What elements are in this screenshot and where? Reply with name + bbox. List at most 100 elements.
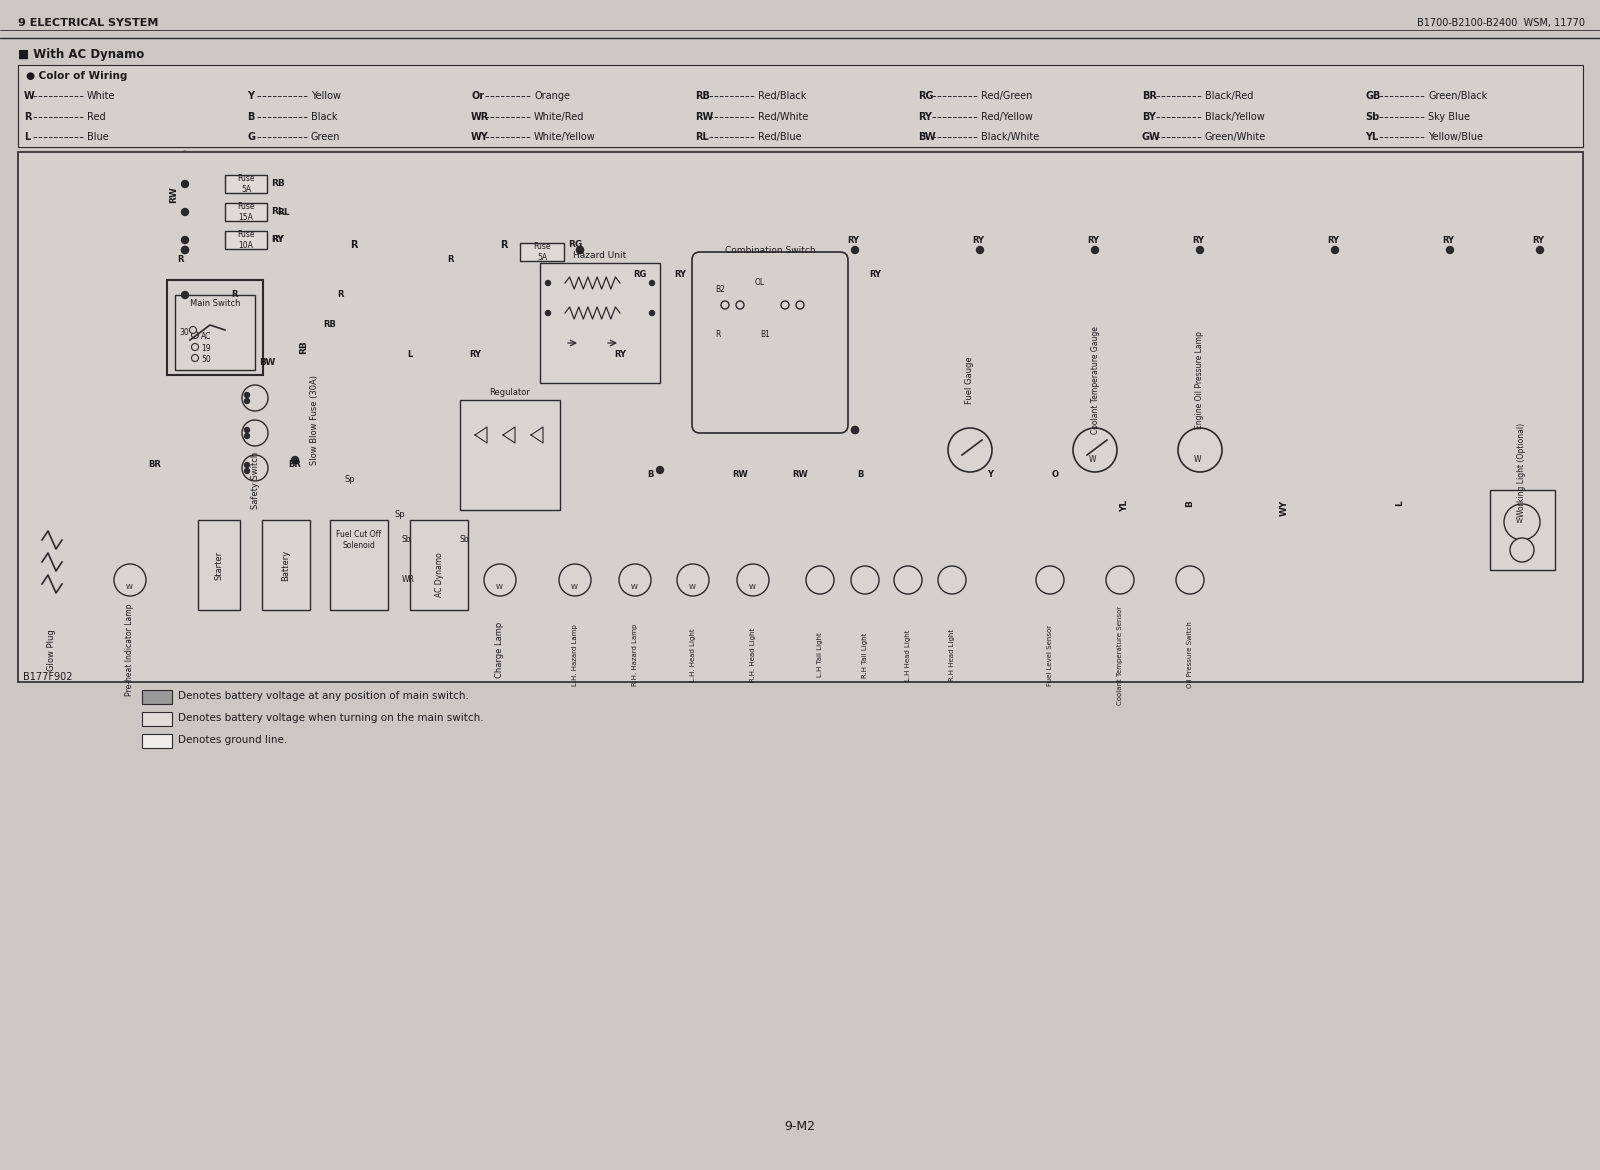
Text: Denotes battery voltage when turning on the main switch.: Denotes battery voltage when turning on … bbox=[178, 713, 483, 723]
Text: R: R bbox=[350, 240, 357, 250]
Text: W: W bbox=[24, 91, 35, 101]
Text: B: B bbox=[858, 470, 862, 479]
Circle shape bbox=[851, 566, 878, 594]
Text: RY: RY bbox=[1442, 236, 1454, 245]
Text: AC Dynamo: AC Dynamo bbox=[435, 552, 443, 598]
Bar bbox=[520, 243, 563, 261]
Circle shape bbox=[894, 566, 922, 594]
Circle shape bbox=[619, 564, 651, 596]
Text: Sky Blue: Sky Blue bbox=[1429, 112, 1470, 122]
Text: WY: WY bbox=[470, 132, 490, 142]
Circle shape bbox=[245, 468, 250, 474]
Text: RW: RW bbox=[694, 112, 714, 122]
Text: ● Color of Wiring: ● Color of Wiring bbox=[26, 71, 128, 81]
Circle shape bbox=[245, 434, 250, 439]
Circle shape bbox=[851, 427, 859, 434]
Circle shape bbox=[1446, 247, 1453, 254]
Text: R: R bbox=[176, 255, 184, 264]
Text: RG: RG bbox=[634, 270, 646, 278]
Circle shape bbox=[1504, 504, 1539, 541]
Text: Sp: Sp bbox=[344, 475, 355, 484]
Text: Main Switch: Main Switch bbox=[190, 300, 240, 308]
Text: Black/White: Black/White bbox=[981, 132, 1040, 142]
Bar bbox=[226, 204, 267, 221]
Text: Red: Red bbox=[86, 112, 106, 122]
Text: White/Red: White/Red bbox=[534, 112, 584, 122]
Text: R.H Tail Light: R.H Tail Light bbox=[862, 632, 867, 677]
Text: YL: YL bbox=[1120, 500, 1130, 512]
Text: L: L bbox=[24, 132, 30, 142]
Circle shape bbox=[181, 180, 189, 187]
Text: Yellow: Yellow bbox=[310, 91, 341, 101]
Text: RL: RL bbox=[694, 132, 709, 142]
Text: L.H. Head Light: L.H. Head Light bbox=[690, 628, 696, 682]
Text: Fuse
5A: Fuse 5A bbox=[533, 242, 550, 262]
Text: R: R bbox=[24, 112, 32, 122]
Text: Coolant Temperature Sensor: Coolant Temperature Sensor bbox=[1117, 605, 1123, 704]
Circle shape bbox=[738, 564, 770, 596]
Text: BR: BR bbox=[149, 460, 162, 469]
Text: RY: RY bbox=[869, 270, 882, 278]
Text: RY: RY bbox=[674, 270, 686, 278]
Circle shape bbox=[1074, 428, 1117, 472]
Text: Safety Switch: Safety Switch bbox=[251, 452, 259, 509]
Text: GW: GW bbox=[1142, 132, 1160, 142]
Text: W: W bbox=[126, 584, 133, 590]
Circle shape bbox=[1178, 428, 1222, 472]
Text: B: B bbox=[1186, 500, 1194, 507]
Text: W: W bbox=[1090, 455, 1096, 464]
Circle shape bbox=[1536, 247, 1544, 254]
Text: Fuel Gauge: Fuel Gauge bbox=[965, 356, 974, 404]
Text: B177F902: B177F902 bbox=[22, 672, 72, 682]
Text: RL: RL bbox=[277, 208, 290, 216]
Bar bbox=[174, 295, 254, 370]
Circle shape bbox=[576, 247, 584, 254]
Text: 50: 50 bbox=[202, 355, 211, 364]
Text: Green: Green bbox=[310, 132, 341, 142]
Text: Charge Lamp: Charge Lamp bbox=[496, 622, 504, 679]
Circle shape bbox=[797, 301, 805, 309]
Text: Slow Blow Fuse (30A): Slow Blow Fuse (30A) bbox=[310, 376, 320, 464]
Bar bbox=[1490, 490, 1555, 570]
Circle shape bbox=[722, 301, 730, 309]
Circle shape bbox=[781, 301, 789, 309]
Text: Orange: Orange bbox=[534, 91, 570, 101]
Circle shape bbox=[181, 291, 189, 298]
Text: RB: RB bbox=[323, 321, 336, 329]
Bar bbox=[461, 400, 560, 510]
Bar bbox=[142, 713, 173, 727]
Text: W: W bbox=[1517, 518, 1523, 524]
Text: Oil Pressure Switch: Oil Pressure Switch bbox=[1187, 621, 1194, 688]
Text: Pre-heat Indicator Lamp: Pre-heat Indicator Lamp bbox=[125, 604, 134, 696]
Text: Green/White: Green/White bbox=[1205, 132, 1266, 142]
Text: Blue: Blue bbox=[86, 132, 109, 142]
Text: Sp: Sp bbox=[395, 510, 405, 519]
Text: R.H. Hazard Lamp: R.H. Hazard Lamp bbox=[632, 624, 638, 686]
Bar bbox=[226, 230, 267, 249]
Text: W: W bbox=[630, 584, 638, 590]
Circle shape bbox=[245, 462, 250, 468]
Circle shape bbox=[1176, 566, 1205, 594]
Text: WY: WY bbox=[1280, 500, 1290, 516]
Text: R.H. Head Light: R.H. Head Light bbox=[750, 628, 757, 682]
Circle shape bbox=[851, 247, 859, 254]
Circle shape bbox=[947, 428, 992, 472]
Bar bbox=[142, 690, 173, 704]
Circle shape bbox=[181, 208, 189, 215]
Text: RG: RG bbox=[918, 91, 934, 101]
Circle shape bbox=[1106, 566, 1134, 594]
Text: W: W bbox=[571, 584, 578, 590]
Circle shape bbox=[736, 301, 744, 309]
Circle shape bbox=[245, 427, 250, 433]
Text: YL: YL bbox=[1365, 132, 1379, 142]
Text: Or: Or bbox=[470, 91, 485, 101]
Text: Fuel Cut Off
Solenoid: Fuel Cut Off Solenoid bbox=[336, 530, 381, 550]
Text: GB: GB bbox=[1365, 91, 1381, 101]
Text: W: W bbox=[690, 584, 696, 590]
Text: RY: RY bbox=[918, 112, 933, 122]
Text: Sb: Sb bbox=[461, 535, 470, 544]
Text: Coolant Temperature Gauge: Coolant Temperature Gauge bbox=[1091, 326, 1099, 434]
Circle shape bbox=[806, 566, 834, 594]
Circle shape bbox=[1331, 247, 1339, 254]
Text: RW: RW bbox=[733, 470, 747, 479]
